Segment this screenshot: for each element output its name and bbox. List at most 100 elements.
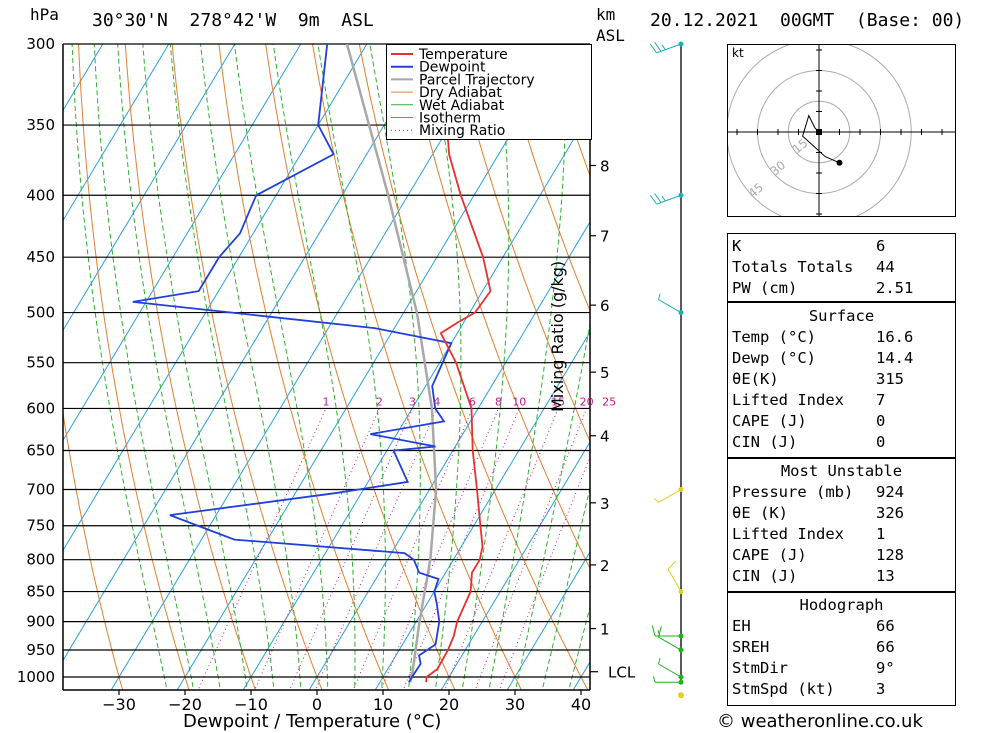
temperature-tick-label: 10 [373, 695, 393, 714]
wind-barb-flag [661, 44, 666, 50]
pressure-tick-label: 700 [26, 480, 55, 498]
temperature-tick-label: −10 [234, 695, 268, 714]
index-value: 13 [876, 567, 895, 585]
pressure-tick-label: 950 [26, 641, 55, 659]
index-value: 14.4 [876, 349, 914, 367]
temperature-tick-label: 20 [439, 695, 459, 714]
surface-panel: Surface Temp (°C) 16.6 Dewp (°C) 14.4 θE(K) 31… [727, 301, 956, 459]
wind-barb-flag [654, 41, 662, 52]
mixing-ratio-label: 4 [433, 395, 440, 408]
index-label: Dewp (°C) [732, 349, 816, 367]
legend-entry: Dry Adiabat [419, 85, 502, 101]
hodograph-box: kt 15 30 45 [727, 44, 956, 217]
wet-adiabat-line [93, 44, 195, 690]
panel-title: Hodograph [799, 596, 884, 614]
legend-entry: Dewpoint [419, 60, 486, 76]
temperature-tick-label: 30 [505, 695, 525, 714]
km-tick-label: 2 [600, 557, 610, 575]
index-row: θE (K) 326 [728, 503, 955, 524]
wind-barb-flag [658, 658, 661, 665]
index-label: Totals Totals [732, 258, 854, 276]
km-unit-label: km [596, 5, 616, 24]
index-value: 9° [876, 659, 895, 677]
mixing-ratio-label: 8 [495, 395, 502, 408]
km-tick-label: 5 [600, 364, 610, 382]
wind-barb-flag [667, 560, 677, 570]
wet-adiabat-line [71, 44, 168, 690]
index-label: EH [732, 617, 751, 635]
wet-adiabat-line [429, 44, 462, 690]
wind-barb [658, 299, 682, 314]
asl-unit-label: ASL [596, 26, 625, 45]
mixing-ratio-label: 15 [551, 395, 565, 408]
storm-motion-marker [816, 129, 822, 135]
index-label: CIN (J) [732, 567, 798, 585]
index-label: PW (cm) [732, 279, 798, 297]
pressure-tick-label: 800 [26, 551, 55, 569]
pressure-tick-label: 900 [26, 613, 55, 631]
dry-adiabat-line [405, 44, 590, 570]
index-value: 16.6 [876, 328, 914, 346]
index-row: SREH 66 [728, 637, 955, 658]
index-value: 7 [876, 391, 886, 409]
mixing-ratio-line [444, 408, 559, 690]
hodograph-indices-panel: Hodograph EH 66 SREH 66 StmDir 9° StmSpd (kt) 3 [727, 591, 956, 706]
dry-adiabat-line [77, 44, 190, 690]
isotherm-line [63, 44, 170, 222]
isotherm-line [440, 441, 590, 690]
index-row: PW (cm) 2.51 [728, 278, 955, 299]
sounding-datetime: 20.12.2021 00GMT (Base: 00) [650, 10, 965, 31]
legend-entry: Temperature [418, 47, 508, 63]
x-axis-title: Dewpoint / Temperature (°C) [183, 711, 442, 732]
index-value: 1 [876, 525, 886, 543]
dry-adiabat-line [311, 44, 522, 690]
km-tick-label: 1 [600, 621, 610, 639]
wet-adiabat-line [369, 44, 421, 690]
dry-adiabat-line [218, 44, 390, 690]
index-row: CIN (J) 0 [728, 432, 955, 453]
wind-barb-flag [654, 193, 662, 203]
mixing-ratio-label: 1 [322, 395, 329, 408]
index-row: θE(K) 315 [728, 369, 955, 390]
index-value: 326 [876, 504, 904, 522]
isotherm-line [63, 44, 302, 442]
isotherm-line [63, 44, 236, 332]
index-row: CIN (J) 13 [728, 566, 955, 587]
isotherm-line [506, 551, 590, 690]
index-label: SREH [732, 638, 770, 656]
wind-barb-flag [652, 676, 656, 683]
most-unstable-panel: Most Unstable Pressure (mb) 924 θE (K) 326 Li… [727, 457, 956, 593]
pressure-tick-label: 750 [26, 517, 55, 535]
hodograph-ring-label: 15 [790, 136, 811, 157]
mixing-ratio-label: 10 [512, 395, 526, 408]
index-label: Lifted Index [732, 525, 844, 543]
temperature-tick-label: 0 [312, 695, 322, 714]
dewpoint-line [132, 44, 453, 683]
index-row: Lifted Index 7 [728, 390, 955, 411]
pressure-tick-label: 500 [26, 304, 55, 322]
temperature-line [425, 44, 492, 683]
wind-barb-flag [661, 195, 666, 202]
index-row: StmSpd (kt) 3 [728, 679, 955, 700]
pressure-tick-label: 350 [26, 116, 55, 134]
index-label: Lifted Index [732, 391, 844, 409]
index-label: θE (K) [732, 504, 788, 522]
index-value: 315 [876, 370, 904, 388]
pressure-tick-label: 1000 [17, 668, 55, 686]
wind-barb-flag [658, 293, 661, 300]
index-row: Dewp (°C) 14.4 [728, 348, 955, 369]
wet-adiabat-line [142, 44, 248, 690]
wet-adiabat-line [488, 44, 567, 690]
index-label: StmDir [732, 659, 788, 677]
mixing-ratio-label: 3 [409, 395, 416, 408]
pressure-tick-label: 550 [26, 354, 55, 372]
index-label: Pressure (mb) [732, 483, 854, 501]
km-tick-label: 4 [600, 428, 610, 446]
pressure-tick-label: 300 [26, 35, 55, 53]
mixing-ratio-line [498, 455, 590, 690]
index-value: 2.51 [876, 279, 914, 297]
temperature-tick-label: −30 [102, 695, 136, 714]
mixing-ratio-axis-title: Mixing Ratio (g/kg) [548, 260, 567, 412]
